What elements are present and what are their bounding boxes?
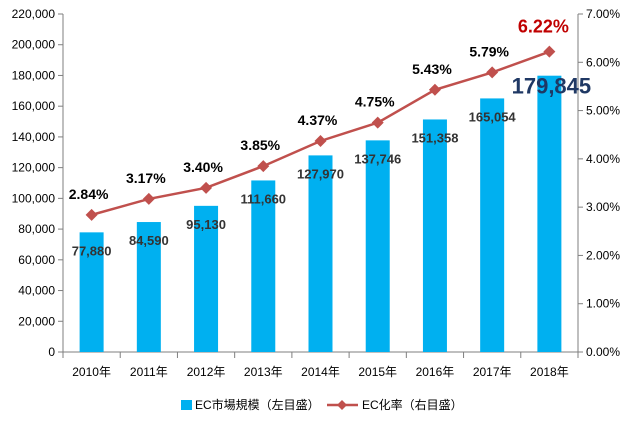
x-tick-label: 2013年 (244, 365, 283, 379)
y-left-tick-label: 80,000 (18, 222, 55, 236)
y-right-tick-label: 2.00% (586, 248, 620, 262)
bar-value-label: 77,880 (72, 243, 112, 258)
bar-value-label: 165,054 (469, 109, 517, 124)
y-right-tick-label: 4.00% (586, 152, 620, 166)
bar-value-label: 111,660 (240, 191, 286, 206)
bars (79, 75, 562, 352)
y-left-tick-label: 220,000 (12, 7, 56, 21)
line-point (314, 134, 327, 147)
line-value-label: 5.43% (412, 61, 452, 77)
y-left-tick-label: 140,000 (12, 130, 56, 144)
y-right-tick-label: 6.00% (586, 55, 620, 69)
y-right-tick-label: 3.00% (586, 200, 620, 214)
legend: EC市場規模（左目盛） EC化率（右目盛） (181, 397, 463, 412)
y-right-tick-label: 7.00% (586, 7, 620, 21)
bar (480, 98, 505, 352)
legend-label-line: EC化率（右目盛） (362, 397, 463, 412)
line-point (200, 181, 213, 194)
x-tick-label: 2016年 (416, 365, 455, 379)
line-value-label: 3.40% (183, 159, 223, 175)
y-left-tick-label: 180,000 (12, 68, 56, 82)
y-left-tick-label: 160,000 (12, 99, 56, 113)
line-point (543, 45, 556, 58)
line-value-label: 4.37% (298, 112, 338, 128)
bar-value-label: 137,746 (354, 151, 401, 166)
y-left-tick-label: 0 (48, 345, 55, 359)
bar (79, 232, 104, 352)
line-point (371, 116, 384, 129)
y-right-tick-label: 1.00% (586, 297, 620, 311)
x-tick-label: 2012年 (187, 365, 226, 379)
axes: 0 20,000 40,000 60,000 80,000 100,000 120,000 1… (12, 7, 621, 379)
line-point (428, 83, 441, 96)
y-left-tick-label: 200,000 (12, 38, 56, 52)
x-tick-label: 2015年 (358, 365, 397, 379)
x-tick-label: 2017年 (473, 365, 512, 379)
x-tick-label: 2018年 (530, 365, 569, 379)
bar-value-label: 84,590 (129, 233, 169, 248)
y-right-tick-label: 5.00% (586, 104, 620, 118)
data-labels: 77,880 84,590 95,130 111,660 127,970 137,746 1… (69, 17, 591, 259)
bar (194, 205, 219, 352)
line-series (85, 45, 556, 221)
bar-value-label: 95,130 (186, 217, 226, 232)
legend-swatch-marker (337, 400, 347, 410)
line-value-label: 4.75% (355, 94, 395, 110)
line-point (142, 192, 155, 205)
line-point (486, 66, 499, 79)
y-left-tick-label: 40,000 (18, 284, 55, 298)
bar (365, 140, 390, 352)
bar-value-label: 127,970 (297, 166, 344, 181)
legend-swatch-bar (181, 400, 192, 410)
x-tick-label: 2011年 (130, 365, 168, 379)
line-value-label: 3.85% (240, 137, 280, 153)
y-left-tick-label: 120,000 (12, 161, 56, 175)
line-value-label: 5.79% (469, 43, 509, 59)
line-point (257, 160, 270, 173)
y-left-tick-label: 100,000 (12, 191, 56, 205)
line-point (85, 208, 98, 221)
bar (251, 180, 276, 352)
y-left-tick-label: 20,000 (18, 314, 55, 328)
bar-value-label: 151,358 (411, 130, 458, 145)
line-value-label: 3.17% (126, 170, 166, 186)
bar (136, 222, 161, 352)
bar-value-label: 179,845 (512, 74, 592, 99)
bar (537, 75, 562, 352)
line-value-label: 6.22% (518, 17, 569, 37)
bar (422, 119, 447, 352)
x-tick-label: 2010年 (72, 365, 111, 379)
y-left-tick-label: 60,000 (18, 253, 55, 267)
y-right-tick-label: 0.00% (586, 345, 620, 359)
x-tick-label: 2014年 (301, 365, 340, 379)
legend-label-bar: EC市場規模（左目盛） (195, 397, 320, 412)
line-value-label: 2.84% (69, 186, 109, 202)
bar (308, 155, 333, 352)
